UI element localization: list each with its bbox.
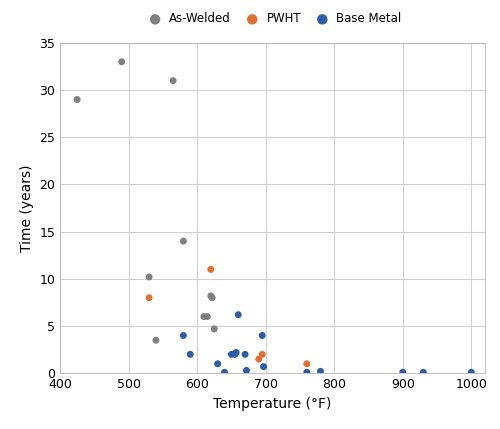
- PWHT: [258, 351, 266, 358]
- Base Metal: [468, 369, 475, 376]
- Base Metal: [420, 369, 428, 376]
- Base Metal: [232, 349, 240, 356]
- PWHT: [255, 356, 263, 363]
- Base Metal: [180, 332, 188, 339]
- As-Welded: [207, 293, 215, 299]
- Base Metal: [214, 360, 222, 367]
- Base Metal: [398, 369, 406, 376]
- Base Metal: [241, 351, 249, 358]
- PWHT: [303, 360, 311, 367]
- As-Welded: [208, 294, 216, 301]
- Base Metal: [220, 369, 228, 376]
- As-Welded: [145, 274, 153, 281]
- As-Welded: [204, 313, 212, 320]
- X-axis label: Temperature (°F): Temperature (°F): [214, 397, 332, 411]
- As-Welded: [118, 58, 126, 65]
- Base Metal: [303, 369, 311, 376]
- Legend: As-Welded, PWHT, Base Metal: As-Welded, PWHT, Base Metal: [144, 12, 402, 25]
- As-Welded: [210, 326, 218, 332]
- As-Welded: [200, 313, 208, 320]
- Y-axis label: Time (years): Time (years): [20, 164, 34, 252]
- PWHT: [145, 294, 153, 301]
- Base Metal: [186, 351, 194, 358]
- As-Welded: [180, 238, 188, 245]
- Base Metal: [231, 351, 239, 358]
- Base Metal: [242, 367, 250, 374]
- Base Metal: [316, 368, 324, 375]
- As-Welded: [169, 77, 177, 84]
- As-Welded: [152, 337, 160, 344]
- Base Metal: [228, 351, 235, 358]
- Base Metal: [258, 332, 266, 339]
- Base Metal: [260, 363, 268, 370]
- As-Welded: [73, 96, 81, 103]
- Base Metal: [234, 311, 242, 318]
- PWHT: [207, 266, 215, 273]
